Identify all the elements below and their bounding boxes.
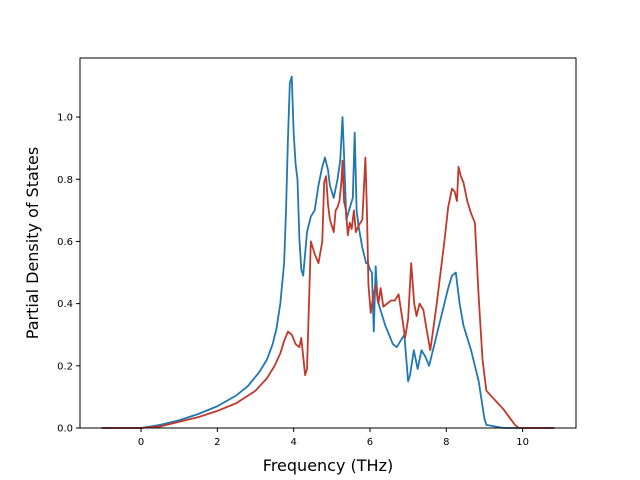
plot-background: [80, 58, 576, 428]
y-tick-label: 0.4: [57, 299, 73, 310]
series-line-1: [101, 75, 555, 429]
x-axis-ticks: 0 2 4 6 8 10: [138, 428, 529, 448]
x-tick-label: 6: [367, 437, 373, 448]
y-tick-label: 0.6: [57, 237, 73, 248]
series-layer: [101, 75, 555, 429]
x-tick-label: 0: [138, 437, 144, 448]
y-axis-ticks: 0.0 0.2 0.4 0.6 0.8 1.0: [57, 113, 80, 435]
x-tick-label: 2: [214, 437, 220, 448]
y-axis-label: Partial Density of States: [23, 147, 42, 339]
plot-frame: [79, 57, 577, 429]
series-line-2: [101, 156, 555, 429]
x-tick-label: 10: [516, 437, 529, 448]
x-tick-label: 8: [443, 437, 449, 448]
y-tick-label: 0.2: [57, 361, 73, 372]
x-axis-label: Frequency (THz): [263, 456, 393, 475]
y-tick-label: 0.0: [57, 424, 73, 435]
y-tick-label: 0.8: [57, 175, 73, 186]
x-tick-label: 4: [290, 437, 296, 448]
y-tick-label: 1.0: [57, 113, 73, 124]
